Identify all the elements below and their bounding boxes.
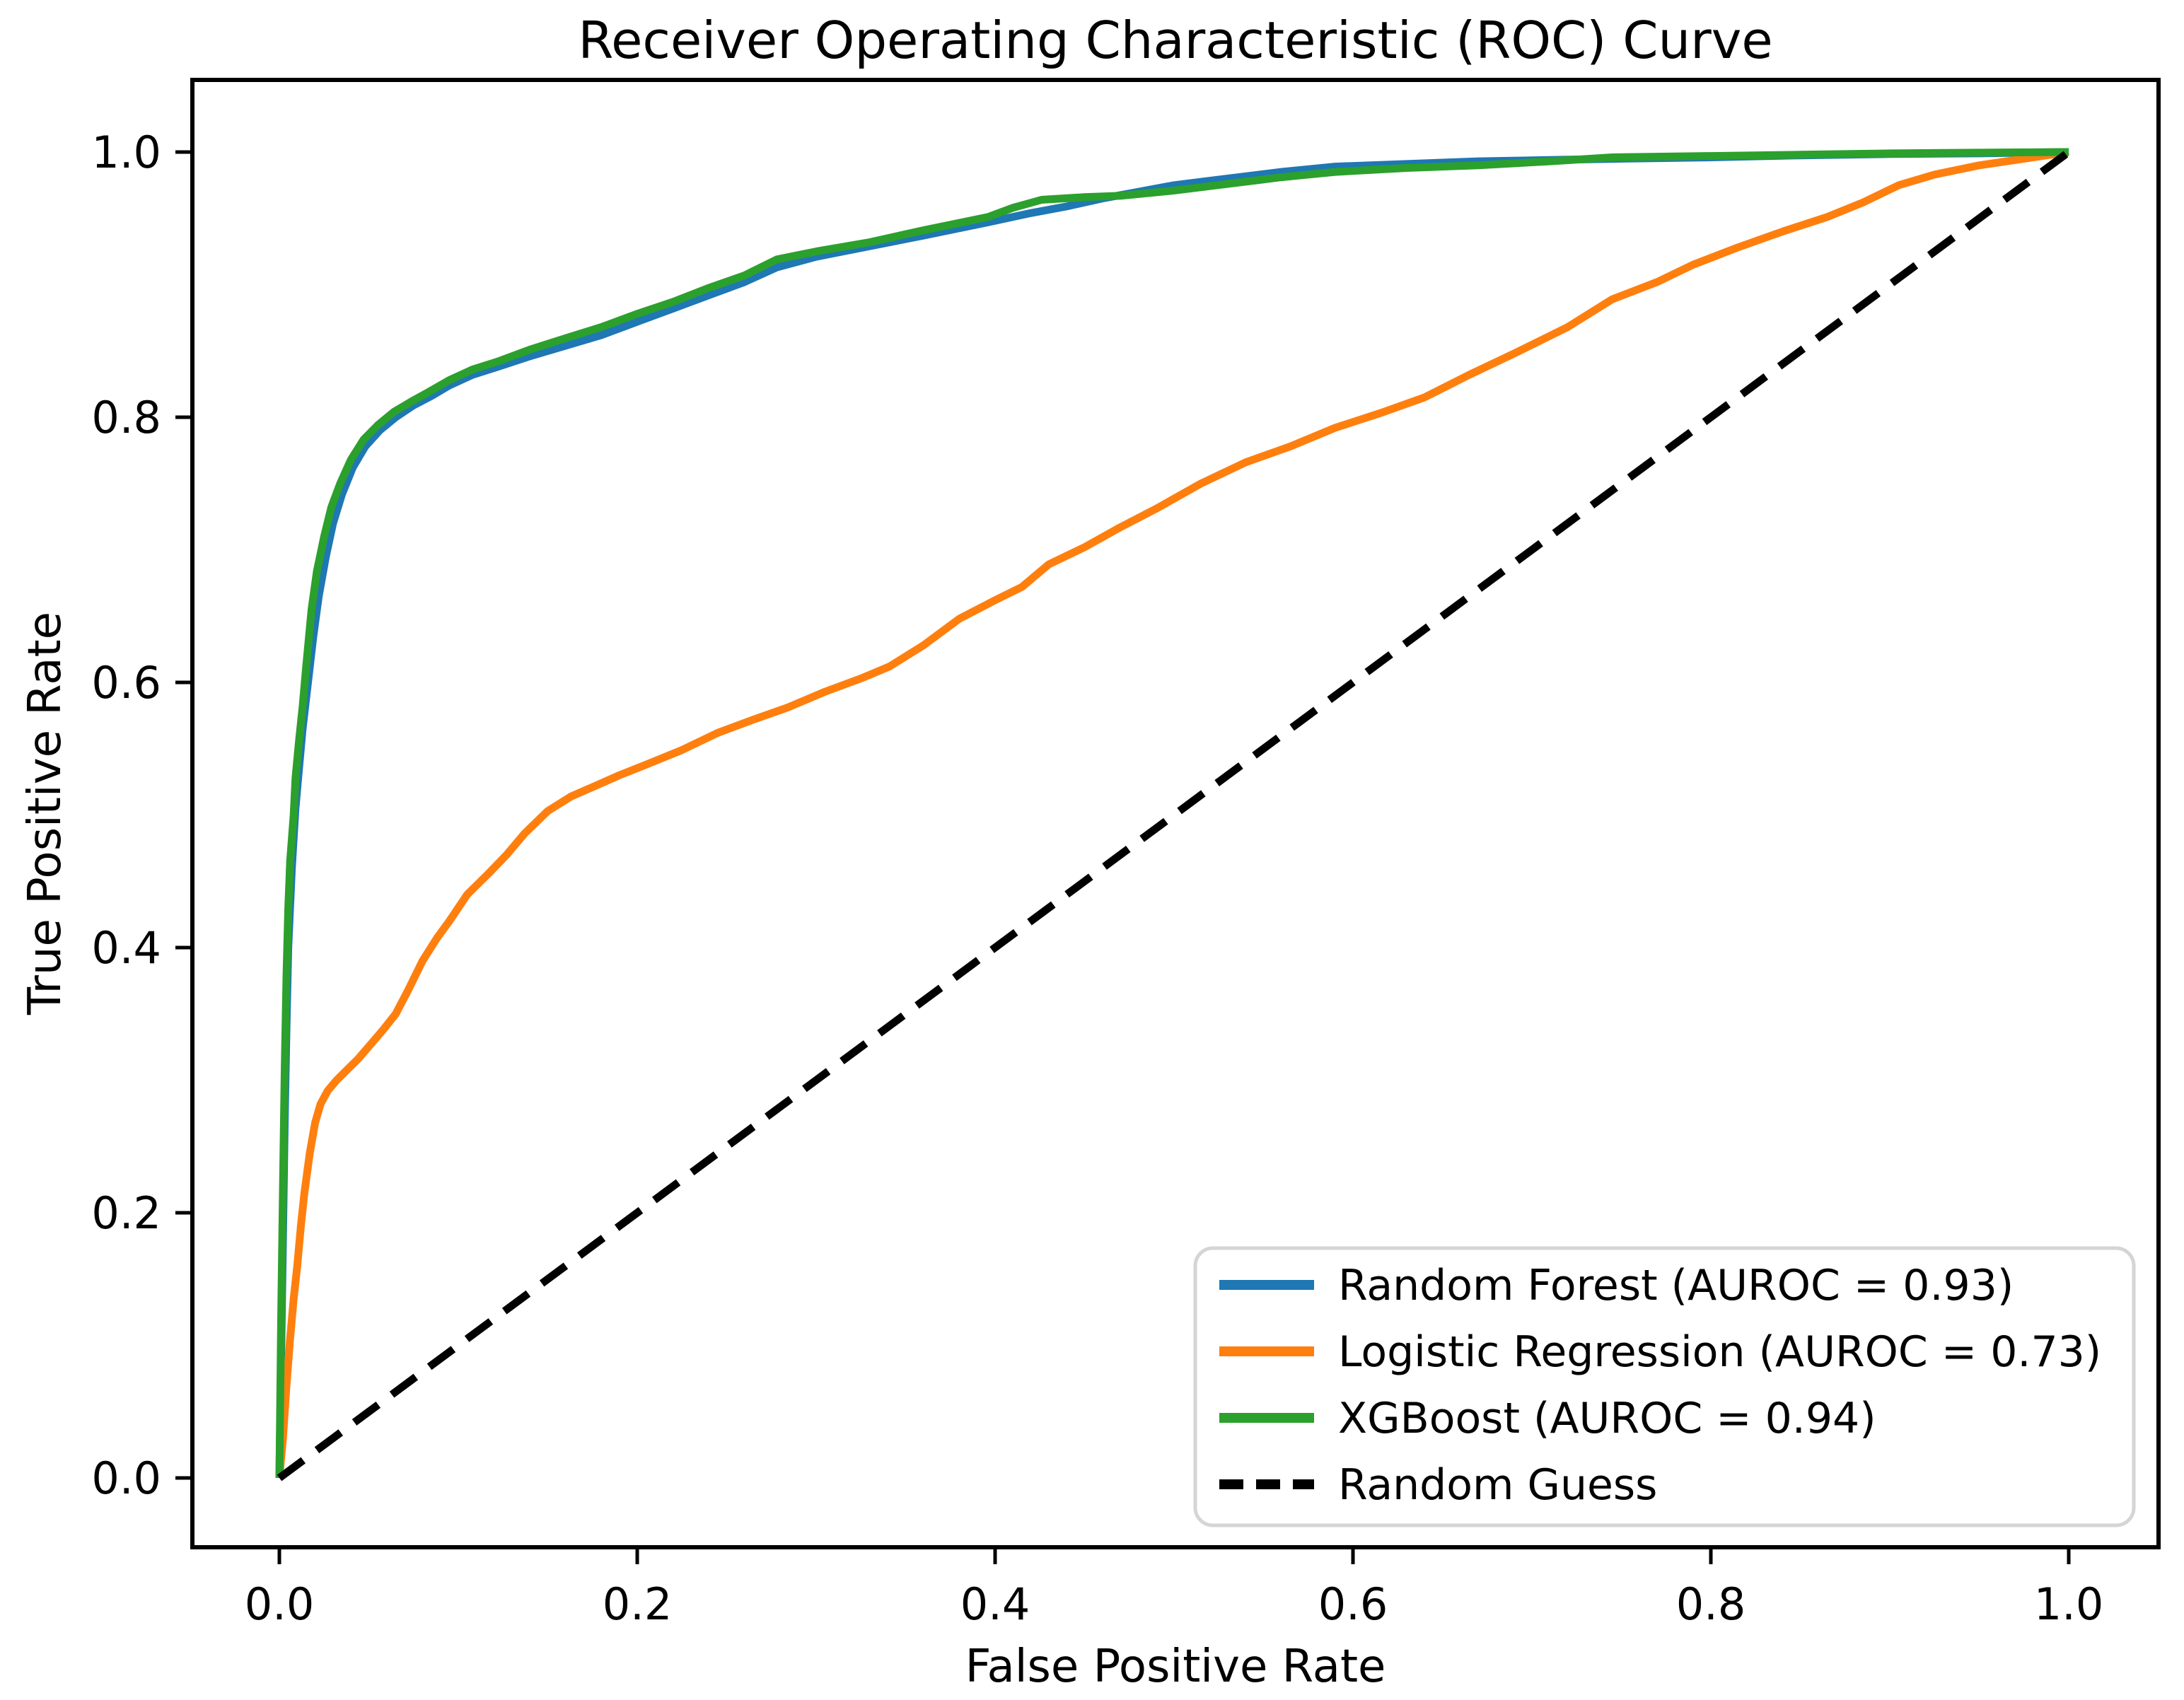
legend-box [1193, 1246, 2136, 1527]
y-axis-label: True Positive Rate [19, 612, 71, 1015]
y-tick-label: 0.4 [91, 922, 161, 974]
series-lines [275, 148, 2072, 1481]
x-tick-label: 0.6 [1318, 1578, 1388, 1630]
curve-xgboost [275, 148, 2069, 1479]
legend-label-random-forest: Random Forest (AUROC = 0.93) [1338, 1261, 2014, 1310]
legend-label-xgboost: XGBoost (AUROC = 0.94) [1338, 1394, 1876, 1443]
y-tick-label: 0.6 [91, 657, 161, 709]
y-tick-label: 0.8 [91, 392, 161, 443]
curve-logistic-regression [275, 148, 2069, 1479]
legend: Random Forest (AUROC = 0.93) Logistic Reg… [1193, 1246, 2136, 1527]
y-tick-label: 1.0 [91, 127, 161, 178]
x-tick-label: 0.0 [245, 1578, 315, 1630]
chart-title: Receiver Operating Characteristic (ROC) … [578, 11, 1772, 70]
legend-label-random-guess: Random Guess [1338, 1460, 1657, 1510]
x-tick-label: 0.4 [960, 1578, 1030, 1630]
y-tick-label: 0.0 [91, 1452, 161, 1504]
y-tick-label: 0.2 [91, 1187, 161, 1239]
x-tick-label: 0.2 [603, 1578, 673, 1630]
axis-ticks: 0.0 0.2 0.4 0.6 0.8 1.0 0.0 0.2 0.4 0.6 0.8 1.0 [91, 127, 2103, 1630]
x-tick-label: 0.8 [1676, 1578, 1746, 1630]
legend-label-logistic-regression: Logistic Regression (AUROC = 0.73) [1338, 1327, 2101, 1377]
x-axis-label: False Positive Rate [965, 1641, 1386, 1693]
x-tick-label: 1.0 [2034, 1578, 2104, 1630]
